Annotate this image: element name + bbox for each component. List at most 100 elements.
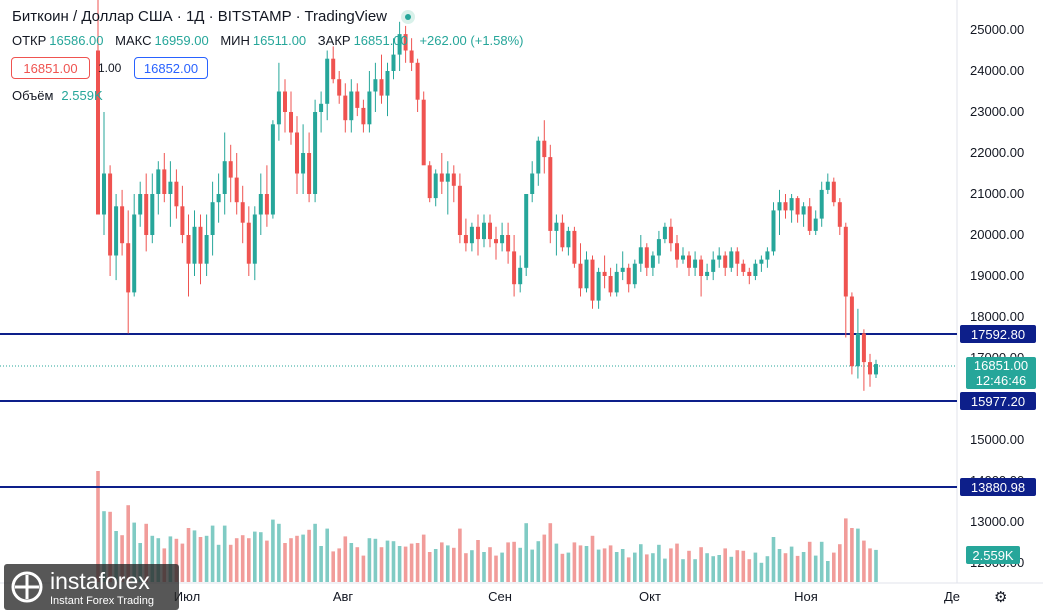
volume-bar	[838, 544, 842, 582]
price-axis-tick: 19000.00	[970, 268, 1025, 283]
volume-bar	[747, 559, 752, 582]
candle-body	[488, 222, 492, 240]
volume-bar	[844, 518, 848, 582]
volume-bar	[391, 541, 396, 582]
volume-bar	[856, 528, 860, 582]
volume-bar	[234, 538, 239, 582]
volume-bar	[512, 541, 516, 582]
volume-bar	[482, 552, 486, 582]
candle-body	[120, 206, 125, 244]
volume-bar	[801, 552, 806, 582]
candle-body	[843, 226, 848, 297]
volume-bar	[687, 550, 691, 582]
candle-body	[789, 198, 794, 211]
candle-body	[735, 251, 740, 264]
volume-bar	[102, 511, 106, 582]
price-change: +262.00 (+1.58%)	[419, 33, 524, 48]
volume-bar	[862, 540, 866, 582]
candle-body	[192, 226, 197, 264]
volume-bar	[319, 546, 323, 582]
volume-bar	[783, 553, 788, 582]
candle-body	[560, 222, 565, 248]
candle-body	[512, 251, 517, 285]
volume-bar	[216, 544, 221, 582]
low-value: 16511.00	[252, 33, 307, 48]
price-axis-tick: 23000.00	[970, 104, 1025, 119]
volume-bar	[403, 546, 408, 582]
volume-bar	[253, 531, 257, 582]
volume-bar	[289, 538, 293, 582]
candle-body	[855, 333, 860, 367]
volume-bar	[494, 555, 498, 582]
volume-bar	[373, 538, 378, 582]
volume-bar	[626, 557, 631, 582]
volume-bar	[96, 471, 100, 582]
volume-bar	[409, 543, 414, 582]
price-axis-tick: 15000.00	[970, 432, 1025, 447]
volume-bar	[415, 543, 420, 582]
volume-bar	[729, 556, 734, 582]
volume-bar	[325, 528, 329, 582]
candle-body	[620, 267, 625, 272]
candle-body	[228, 161, 233, 178]
candle-body	[361, 107, 366, 125]
candle-body	[765, 251, 770, 260]
buy-price-button[interactable]: 16852.00	[134, 57, 208, 79]
candle-body	[144, 194, 149, 235]
volume-legend: Объём 2.559K	[12, 88, 103, 103]
hline-label-upper[interactable]: 17592.80	[960, 325, 1036, 343]
hline-label-lower[interactable]: 15977.20	[960, 392, 1036, 410]
candle-body	[343, 95, 348, 121]
candle-body	[662, 226, 667, 240]
volume-bar	[753, 552, 758, 582]
price-axis-tick: 20000.00	[970, 227, 1025, 242]
candle-body	[234, 177, 239, 203]
candle-body	[813, 218, 818, 231]
candle-body	[204, 235, 209, 264]
high-value: 16959.00	[154, 33, 209, 48]
candle-body	[861, 333, 866, 363]
time-axis-tick: Авг	[332, 589, 354, 604]
instaforex-logo-icon	[11, 571, 43, 603]
volume-bar	[699, 547, 703, 582]
volume-bar	[126, 505, 130, 582]
volume-bar	[771, 537, 776, 582]
candle-body	[258, 194, 263, 215]
candle-body	[518, 267, 523, 285]
candle-body	[463, 235, 468, 244]
candle-body	[482, 222, 486, 240]
volume-bar	[283, 543, 287, 582]
sell-price-button[interactable]: 16851.00	[11, 57, 90, 79]
volume-bar	[204, 535, 209, 582]
price-axis-tick: 18000.00	[970, 309, 1025, 324]
candle-body	[566, 230, 571, 248]
volume-bar	[584, 546, 589, 582]
candle-body	[397, 34, 402, 55]
low-key: МИН	[220, 33, 250, 48]
ohlc-row: ОТКР 16586.00 МАКС 16959.00 МИН 16511.00 ЗА…	[12, 33, 532, 48]
volume-bar	[440, 542, 444, 582]
volume-bar	[723, 548, 727, 582]
candle-body	[174, 181, 179, 207]
gear-icon[interactable]: ⚙	[994, 589, 1008, 606]
volume-bar	[675, 543, 679, 582]
volume-bar	[301, 534, 305, 582]
candle-body	[831, 181, 836, 203]
candle-body	[367, 91, 372, 125]
high-key: МАКС	[115, 33, 152, 48]
candle-body	[777, 202, 782, 211]
volume-bar	[240, 535, 245, 582]
volume-bar	[832, 552, 836, 582]
volume-bar	[868, 548, 872, 582]
volume-bar	[186, 528, 191, 582]
volume-bar	[705, 553, 709, 582]
volume-bar	[397, 546, 402, 582]
volume-bar	[711, 556, 715, 582]
candle-body	[162, 169, 167, 194]
candle-body	[96, 50, 100, 215]
candle-body	[391, 54, 396, 71]
hline-label-bottom[interactable]: 13880.98	[960, 478, 1036, 496]
candle-body	[578, 263, 583, 289]
